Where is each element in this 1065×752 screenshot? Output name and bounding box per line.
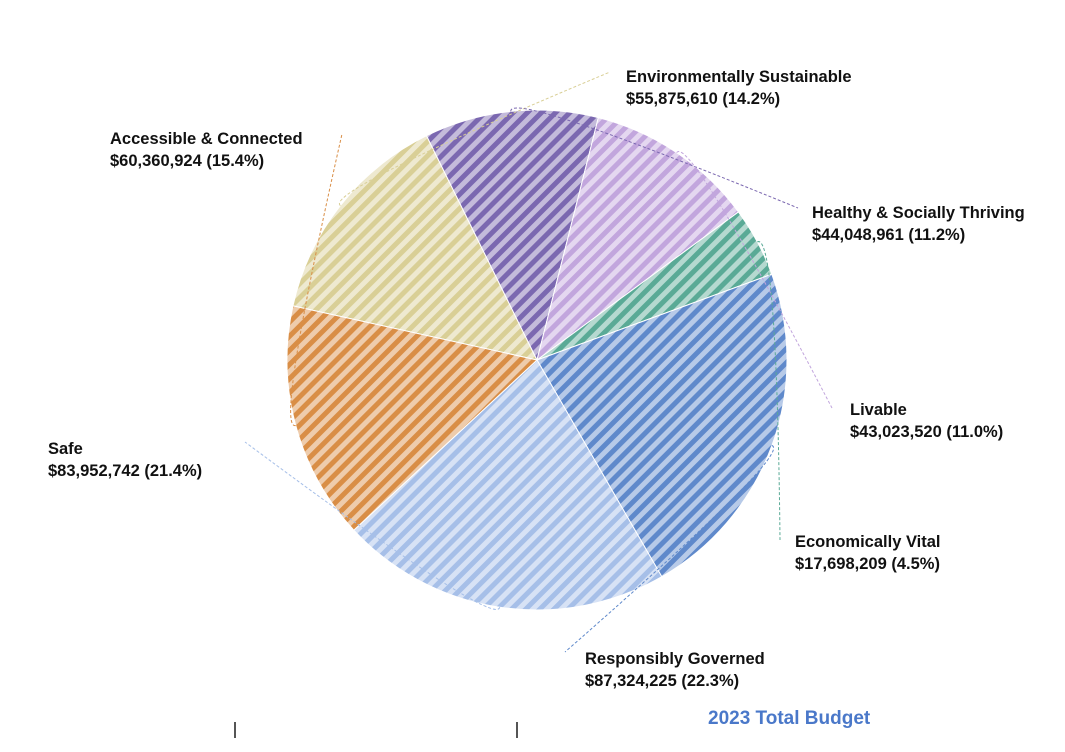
slice-label-name: Economically Vital	[795, 533, 941, 551]
slice-label-value: $43,023,520 (11.0%)	[850, 423, 1003, 441]
pie-slice-livable[interactable]	[536, 117, 740, 362]
leader-line	[564, 445, 774, 653]
slice-label-value: $44,048,961 (11.2%)	[812, 226, 965, 244]
slice-label-name: Livable	[850, 401, 907, 419]
slice-label-value: $87,324,225 (22.3%)	[585, 672, 739, 690]
slice-label-name: Environmentally Sustainable	[626, 68, 852, 86]
slice-label: Accessible & Connected $60,360,924 (15.4%…	[110, 130, 303, 170]
leader-line	[757, 241, 781, 541]
pie-slice-accessible-connected[interactable]	[286, 305, 539, 531]
pie-slice-environmentally-sustainable[interactable]	[292, 135, 538, 361]
leader-line	[338, 71, 611, 206]
leader-line	[290, 133, 343, 427]
slice-label-value: $83,952,742 (21.4%)	[48, 462, 202, 480]
leader-line	[244, 441, 501, 610]
total-budget-tab[interactable]: 2023 Total Budget	[708, 708, 871, 729]
slice-label: Responsibly Governed $87,324,225 (22.3%)	[585, 650, 765, 690]
axis-tick-right	[516, 722, 518, 738]
slice-label: Economically Vital $17,698,209 (4.5%)	[795, 533, 941, 573]
slice-label-name: Responsibly Governed	[585, 650, 765, 668]
leader-line	[510, 107, 799, 209]
slice-label-name: Healthy & Socially Thriving	[812, 204, 1025, 222]
leader-lines	[244, 71, 833, 653]
slice-label: Healthy & Socially Thriving $44,048,961 (…	[812, 204, 1025, 244]
pie-slice-responsibly-governed[interactable]	[536, 273, 788, 578]
slice-label-value: $17,698,209 (4.5%)	[795, 555, 940, 573]
slice-label: Environmentally Sustainable $55,875,610 (…	[626, 68, 852, 108]
slice-label-value: $60,360,924 (15.4%)	[110, 152, 264, 170]
leader-line	[676, 150, 833, 409]
slice-label-value: $55,875,610 (14.2%)	[626, 90, 780, 108]
slice-label-name: Safe	[48, 440, 83, 458]
slice-label-name: Accessible & Connected	[110, 130, 303, 148]
slice-labels: Environmentally Sustainable $55,875,610 (…	[48, 68, 1025, 690]
axis-tick-left	[234, 722, 236, 738]
slice-label: Livable $43,023,520 (11.0%)	[850, 401, 1003, 441]
slice-label: Safe $83,952,742 (21.4%)	[48, 440, 202, 480]
